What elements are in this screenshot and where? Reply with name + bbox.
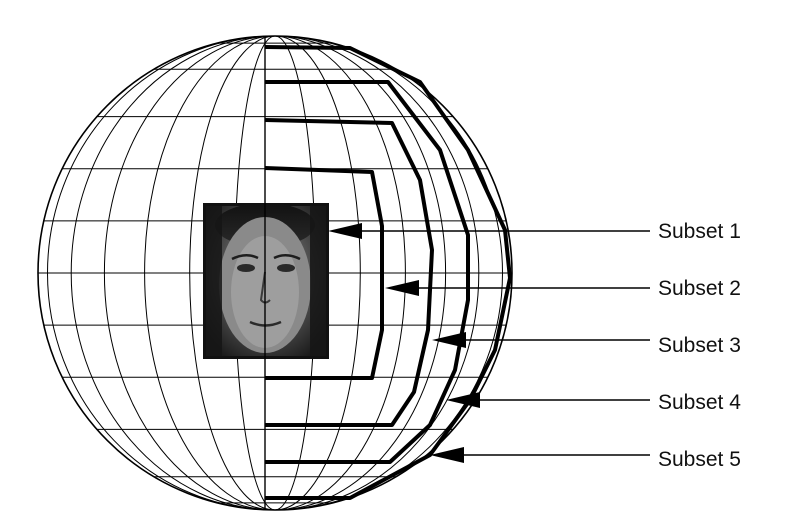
subset-boundary-curve	[265, 80, 470, 464]
subset-arrow-head	[385, 280, 419, 296]
face-shadow-right	[310, 206, 326, 356]
subset-boundary-curve	[264, 166, 384, 380]
subset-arrow-head	[430, 447, 464, 463]
subset-boundary-curve	[264, 45, 512, 500]
subset-arrows	[328, 223, 650, 463]
subset-arrow-head	[328, 223, 362, 239]
subset-boundary-curve	[264, 118, 434, 427]
face-shadow-left	[206, 206, 222, 356]
subset-labels: Subset 1 Subset 2 Subset 3 Subset 4 Subs…	[658, 220, 741, 471]
face-left-eye	[237, 264, 255, 272]
face-right-eye	[277, 264, 295, 272]
face-photo	[203, 203, 329, 359]
subset-label-4: Subset 4	[658, 391, 741, 414]
subset-boundaries	[264, 45, 512, 500]
face-right-brow	[273, 254, 301, 261]
subset-label-2: Subset 2	[658, 277, 741, 300]
subset-arrow-head	[432, 332, 466, 348]
face-left-brow	[231, 254, 259, 261]
subset-label-3: Subset 3	[658, 334, 741, 357]
subset-arrow-head	[446, 392, 480, 408]
subset-label-1: Subset 1	[658, 220, 741, 243]
subset-label-5: Subset 5	[658, 448, 741, 471]
